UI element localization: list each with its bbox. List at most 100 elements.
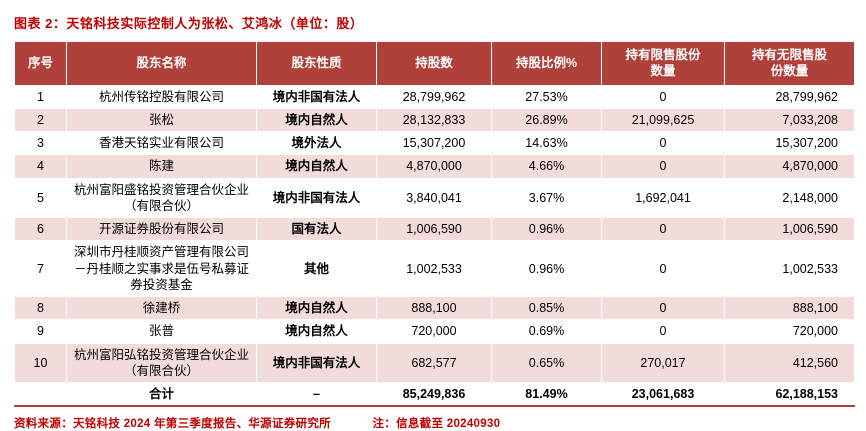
- table-row: 4 陈建 境内自然人 4,870,000 4.66% 0 4,870,000: [14, 154, 855, 179]
- cell-restricted: 0: [601, 130, 725, 156]
- table-row: 10 杭州富阳弘铭投资管理合伙企业（有限合伙） 境内非国有法人 682,577 …: [14, 342, 855, 383]
- cell-unrestricted: 28,799,962: [724, 84, 855, 109]
- col-header-shares: 持股数: [376, 41, 492, 86]
- table-row: 7 深圳市丹桂顺资产管理有限公司－丹桂顺之实事求是伍号私募证券投资基金 其他 1…: [14, 240, 855, 297]
- cell-restricted: 21,099,625: [601, 107, 725, 133]
- cell-restricted: 0: [601, 240, 725, 297]
- cell-unrestricted: 4,870,000: [724, 154, 855, 179]
- figure-title: 图表 2：天铭科技实际控制人为张松、艾鸿冰（单位：股）: [14, 16, 364, 31]
- cell-shares: 15,307,200: [376, 130, 492, 156]
- cell-no: 4: [14, 154, 67, 179]
- cell-restricted: 23,061,683: [601, 382, 725, 408]
- table-row: 8 徐建桥 境内自然人 888,100 0.85% 0 888,100: [14, 295, 855, 321]
- col-header-nature: 股东性质: [256, 41, 377, 86]
- cell-shareholder-name: 杭州富阳弘铭投资管理合伙企业（有限合伙）: [66, 342, 257, 383]
- cell-no: 5: [14, 177, 67, 218]
- cell-nature: 其他: [256, 240, 377, 297]
- source-note: 资料来源：天铭科技 2024 年第三季度报告、华源证券研究所 注：信息截至 20…: [14, 407, 854, 431]
- cell-pct: 14.63%: [491, 130, 602, 156]
- cell-pct: 3.67%: [491, 177, 602, 218]
- table-row: 5 杭州富阳盛铭投资管理合伙企业（有限合伙） 境内非国有法人 3,840,041…: [14, 177, 855, 218]
- cell-unrestricted: 1,006,590: [724, 216, 855, 242]
- cell-unrestricted: 412,560: [724, 342, 855, 383]
- cell-pct: 0.65%: [491, 342, 602, 383]
- cell-shares: 682,577: [376, 342, 492, 383]
- cell-nature: 境内自然人: [256, 107, 377, 133]
- cell-no: 6: [14, 216, 67, 242]
- cell-shares: 1,006,590: [376, 216, 492, 242]
- cell-pct: 81.49%: [491, 382, 602, 408]
- table-row: 2 张松 境内自然人 28,132,833 26.89% 21,099,625 …: [14, 107, 855, 133]
- cell-nature: 境内自然人: [256, 154, 377, 179]
- cell-nature: 境内非国有法人: [256, 342, 377, 383]
- cell-shares: 1,002,533: [376, 240, 492, 297]
- cell-shareholder-name: 深圳市丹桂顺资产管理有限公司－丹桂顺之实事求是伍号私募证券投资基金: [66, 240, 257, 297]
- cell-nature: 境内自然人: [256, 295, 377, 321]
- cell-no: 1: [14, 84, 67, 109]
- total-row: 合计 – 85,249,836 81.49% 23,061,683 62,188…: [14, 382, 855, 408]
- cell-shares: 720,000: [376, 319, 492, 344]
- cell-no: 8: [14, 295, 67, 321]
- cell-restricted: 0: [601, 216, 725, 242]
- table-row: 6 开源证券股份有限公司 国有法人 1,006,590 0.96% 0 1,00…: [14, 216, 855, 242]
- cell-nature: 境内自然人: [256, 319, 377, 344]
- cell-restricted: 0: [601, 154, 725, 179]
- cell-no: 2: [14, 107, 67, 133]
- cell-pct: 4.66%: [491, 154, 602, 179]
- cell-shareholder-name: 杭州富阳盛铭投资管理合伙企业（有限合伙）: [66, 177, 257, 218]
- cell-pct: 0.96%: [491, 240, 602, 297]
- col-header-pct: 持股比例%: [491, 41, 602, 86]
- table-row: 1 杭州传铭控股有限公司 境内非国有法人 28,799,962 27.53% 0…: [14, 84, 855, 109]
- cell-shares: 28,799,962: [376, 84, 492, 109]
- cell-restricted: 270,017: [601, 342, 725, 383]
- cell-pct: 26.89%: [491, 107, 602, 133]
- col-header-unrestricted: 持有无限售股 份数量: [724, 41, 855, 86]
- col-header-restricted: 持有限售股份 数量: [601, 41, 725, 86]
- cell-no: 7: [14, 240, 67, 297]
- cell-total-label: 合计: [66, 382, 257, 408]
- cell-nature: 境内非国有法人: [256, 84, 377, 109]
- cell-shares: 85,249,836: [376, 382, 492, 408]
- cell-unrestricted: 888,100: [724, 295, 855, 321]
- cell-shareholder-name: 张松: [66, 107, 257, 133]
- cell-no: 10: [14, 342, 67, 383]
- cell-shareholder-name: 开源证券股份有限公司: [66, 216, 257, 242]
- cell-pct: 27.53%: [491, 84, 602, 109]
- cell-unrestricted: 2,148,000: [724, 177, 855, 218]
- cell-shareholder-name: 陈建: [66, 154, 257, 179]
- cell-nature: –: [256, 382, 377, 408]
- cell-restricted: 0: [601, 295, 725, 321]
- cell-nature: 国有法人: [256, 216, 377, 242]
- table-row: 9 张普 境内自然人 720,000 0.69% 0 720,000: [14, 319, 855, 344]
- note-text: 注：信息截至 20240930: [372, 418, 501, 431]
- cell-shareholder-name: 杭州传铭控股有限公司: [66, 84, 257, 109]
- cell-no: 9: [14, 319, 67, 344]
- cell-shareholder-name: 香港天铭实业有限公司: [66, 130, 257, 156]
- col-header-no: 序号: [14, 41, 67, 86]
- col-header-shareholder-name: 股东名称: [66, 41, 257, 86]
- cell-nature: 境外法人: [256, 130, 377, 156]
- shareholder-table: 序号 股东名称 股东性质 持股数 持股比例% 持有限售股份 数量 持有无限售股 …: [14, 41, 855, 408]
- cell-shareholder-name: 徐建桥: [66, 295, 257, 321]
- cell-unrestricted: 720,000: [724, 319, 855, 344]
- header-row: 序号 股东名称 股东性质 持股数 持股比例% 持有限售股份 数量 持有无限售股 …: [14, 41, 855, 86]
- cell-no: 3: [14, 130, 67, 156]
- cell-restricted: 0: [601, 84, 725, 109]
- cell-pct: 0.96%: [491, 216, 602, 242]
- cell-unrestricted: 62,188,153: [724, 382, 855, 408]
- cell-unrestricted: 1,002,533: [724, 240, 855, 297]
- cell-shares: 4,870,000: [376, 154, 492, 179]
- cell-shareholder-name: 张普: [66, 319, 257, 344]
- cell-restricted: 0: [601, 319, 725, 344]
- cell-restricted: 1,692,041: [601, 177, 725, 218]
- cell-pct: 0.85%: [491, 295, 602, 321]
- cell-shares: 3,840,041: [376, 177, 492, 218]
- cell-no: [14, 382, 67, 408]
- cell-nature: 境内非国有法人: [256, 177, 377, 218]
- cell-unrestricted: 7,033,208: [724, 107, 855, 133]
- source-text: 资料来源：天铭科技 2024 年第三季度报告、华源证券研究所: [14, 418, 331, 431]
- cell-unrestricted: 15,307,200: [724, 130, 855, 156]
- cell-shares: 28,132,833: [376, 107, 492, 133]
- cell-pct: 0.69%: [491, 319, 602, 344]
